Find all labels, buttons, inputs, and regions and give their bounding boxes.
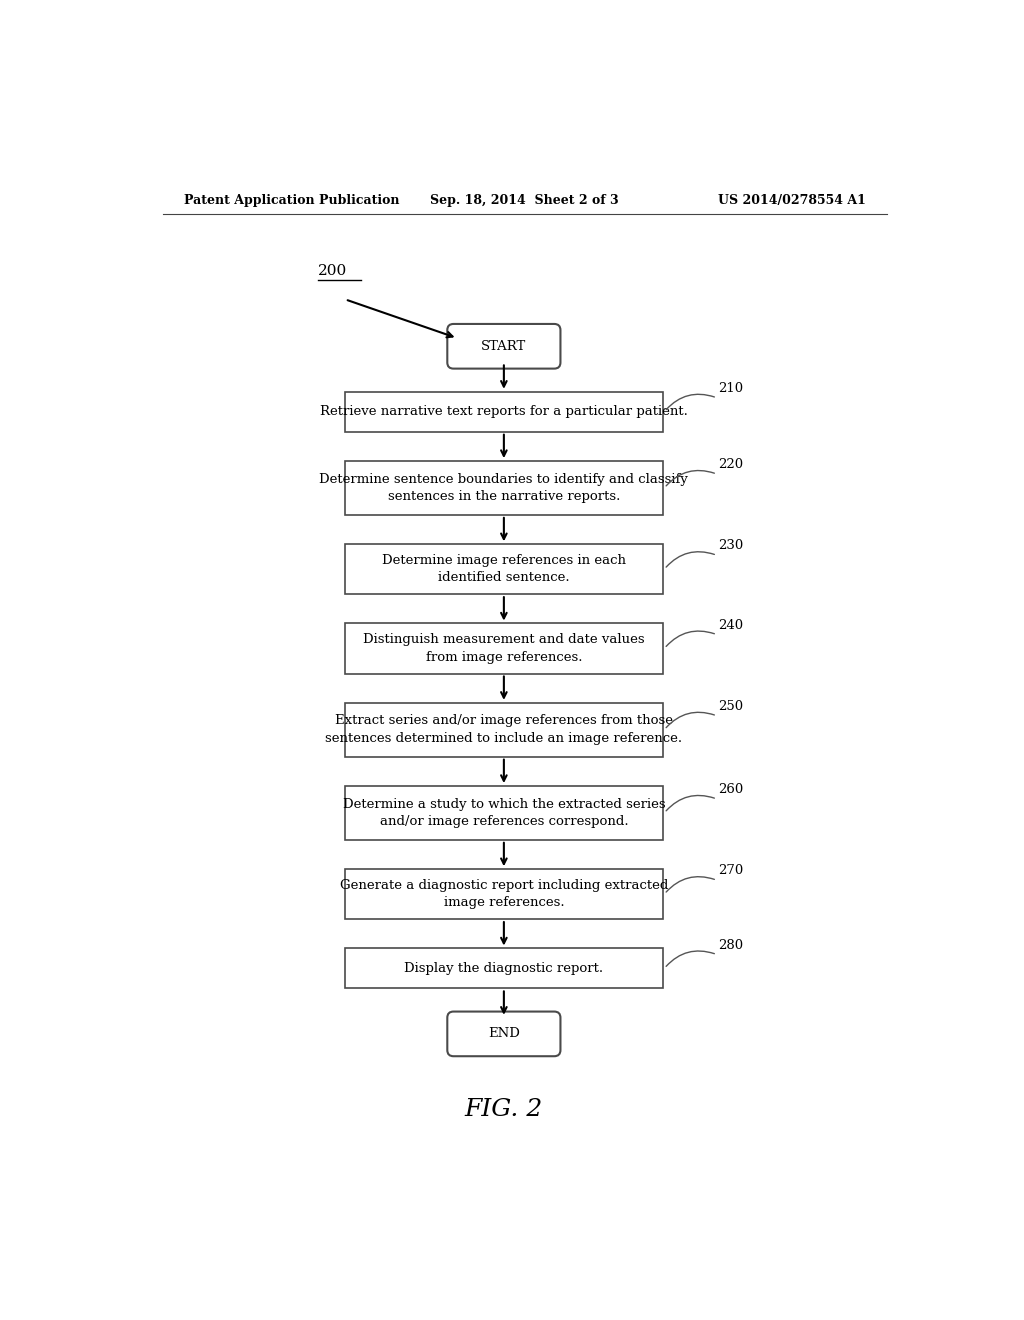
Text: 240: 240 [719, 619, 743, 631]
Text: END: END [488, 1027, 520, 1040]
Text: 210: 210 [719, 381, 743, 395]
Text: Display the diagnostic report.: Display the diagnostic report. [404, 962, 603, 975]
Text: Sep. 18, 2014  Sheet 2 of 3: Sep. 18, 2014 Sheet 2 of 3 [430, 194, 620, 207]
FancyBboxPatch shape [345, 544, 663, 594]
Text: 220: 220 [719, 458, 743, 471]
FancyBboxPatch shape [345, 785, 663, 840]
Text: Distinguish measurement and date values
from image references.: Distinguish measurement and date values … [364, 634, 645, 664]
Text: 280: 280 [719, 939, 743, 952]
Text: 260: 260 [719, 783, 743, 796]
Text: 250: 250 [719, 700, 743, 713]
Text: Determine a study to which the extracted series
and/or image references correspo: Determine a study to which the extracted… [343, 797, 666, 828]
FancyBboxPatch shape [345, 702, 663, 756]
Text: 270: 270 [719, 865, 743, 878]
FancyBboxPatch shape [345, 623, 663, 673]
Text: FIG. 2: FIG. 2 [465, 1098, 543, 1121]
Text: 200: 200 [317, 264, 347, 277]
FancyBboxPatch shape [447, 1011, 560, 1056]
FancyBboxPatch shape [447, 323, 560, 368]
Text: Determine sentence boundaries to identify and classify
sentences in the narrativ: Determine sentence boundaries to identif… [319, 473, 688, 503]
FancyBboxPatch shape [345, 949, 663, 989]
Text: Extract series and/or image references from those
sentences determined to includ: Extract series and/or image references f… [326, 714, 682, 744]
Text: Retrieve narrative text reports for a particular patient.: Retrieve narrative text reports for a pa… [319, 405, 688, 418]
FancyBboxPatch shape [345, 461, 663, 515]
Text: START: START [481, 339, 526, 352]
Text: US 2014/0278554 A1: US 2014/0278554 A1 [718, 194, 866, 207]
Text: Generate a diagnostic report including extracted
image references.: Generate a diagnostic report including e… [340, 879, 668, 909]
Text: Determine image references in each
identified sentence.: Determine image references in each ident… [382, 554, 626, 585]
Text: 230: 230 [719, 540, 743, 552]
FancyBboxPatch shape [345, 392, 663, 432]
Text: Patent Application Publication: Patent Application Publication [183, 194, 399, 207]
FancyBboxPatch shape [345, 869, 663, 919]
